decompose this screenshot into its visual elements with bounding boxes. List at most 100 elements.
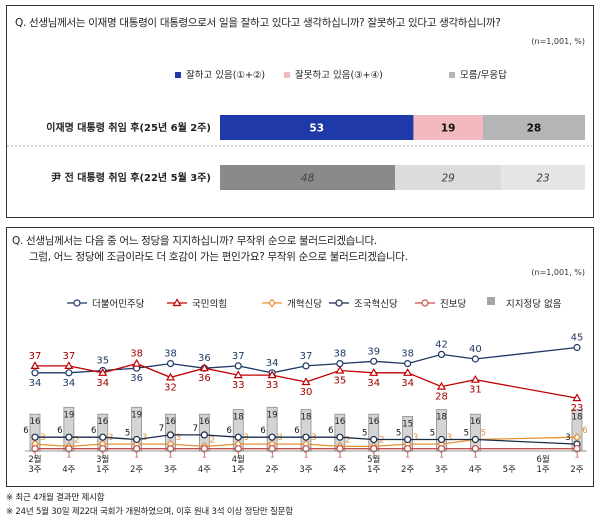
series-4-point-13 xyxy=(437,435,446,444)
x-tick-week-1: 3주 xyxy=(28,465,41,475)
series-2-label-13: 28 xyxy=(435,392,448,403)
series-4-label-5: 7 xyxy=(159,424,164,434)
series-1-label-7: 37 xyxy=(232,351,245,362)
series-2-point-10 xyxy=(335,365,345,374)
series-3-label-14: 5 xyxy=(481,429,486,439)
series-4-point-14 xyxy=(471,435,479,444)
series-2-point-14 xyxy=(470,375,480,383)
series-2-label-8: 33 xyxy=(266,380,279,391)
series-5-point-9 xyxy=(302,445,310,453)
series-1-point-7 xyxy=(234,362,242,370)
series-3-label-17: 6 xyxy=(582,426,587,436)
x-tick-week-11: 1주 xyxy=(367,465,380,475)
legend-label-1: 잘하고 있음(①+②) xyxy=(186,69,265,81)
series-4-point-3 xyxy=(99,433,107,441)
x-tick-week-14: 4주 xyxy=(469,465,482,475)
x-tick-month-11: 5월 xyxy=(367,454,380,465)
series-4-label-2: 6 xyxy=(57,426,62,436)
series-1-label-6: 36 xyxy=(198,353,211,364)
x-tick-week-6: 4주 xyxy=(198,465,211,475)
series-5-label-11: 1 xyxy=(371,451,376,460)
legend-marker-5 xyxy=(421,299,429,307)
x-tick-week-7: 1주 xyxy=(232,465,245,475)
bar-row1-seg3 xyxy=(482,115,585,140)
series-2-point-1 xyxy=(30,361,40,370)
series-5-label-6: 1 xyxy=(202,451,207,460)
series-4-label-7: 6 xyxy=(227,426,232,436)
x-tick-week-3: 1주 xyxy=(96,465,109,475)
series-5-point-13 xyxy=(437,445,446,453)
legend-label-3: 개혁신당 xyxy=(287,299,322,310)
series-4-label-13: 5 xyxy=(430,429,435,439)
series-2-label-9: 30 xyxy=(300,387,313,398)
series-3-label-9: 3 xyxy=(311,433,316,443)
series-5-label-9: 1 xyxy=(303,451,308,460)
series-5-point-3 xyxy=(99,445,107,453)
series-1-point-2 xyxy=(65,369,73,377)
series-2-label-17: 23 xyxy=(571,403,584,414)
series-1-label-9: 37 xyxy=(300,351,313,362)
legend-label-6: 지지정당 없음 xyxy=(506,298,562,310)
series-3-label-1: 3 xyxy=(40,433,45,443)
series-2-label-2: 37 xyxy=(63,351,76,362)
series-3-label-10: 2 xyxy=(345,435,350,445)
series-5-point-1 xyxy=(31,445,39,453)
series-1-label-12: 38 xyxy=(401,349,414,360)
series-5-point-2 xyxy=(65,445,73,453)
party-question-line2: 그럼, 어느 정당에 조금이라도 더 호감이 가는 편인가요? 무작위 순으로 … xyxy=(29,251,408,263)
legend-marker-3 xyxy=(268,298,276,308)
legend-label-2: 잘못하고 있음(③+④) xyxy=(295,69,383,81)
series-2-label-6: 36 xyxy=(198,373,211,384)
series-1-label-4: 36 xyxy=(130,373,143,384)
none-bar-label-7: 18 xyxy=(233,413,244,423)
series-4-point-12 xyxy=(404,435,412,444)
series-4-point-8 xyxy=(268,433,276,441)
series-4-label-4: 5 xyxy=(125,429,130,439)
x-tick-week-17: 2주 xyxy=(570,465,583,475)
series-4-point-6 xyxy=(200,431,208,439)
legend-swatch-3 xyxy=(449,72,455,78)
bar-value-row2-seg3: 23 xyxy=(536,173,549,185)
none-bar-label-9: 18 xyxy=(301,413,312,423)
category-label-1: 이재명 대통령 취임 후(25년 6월 2주) xyxy=(46,121,211,134)
footnote-1: ※ 최근 4개월 결과만 제시함 xyxy=(6,493,105,503)
series-2-label-10: 35 xyxy=(334,376,347,387)
series-1-label-13: 42 xyxy=(435,339,448,350)
series-3-label-13: 3 xyxy=(447,433,452,443)
series-4-label-9: 6 xyxy=(294,426,299,436)
series-5-label-14: 1 xyxy=(473,451,478,460)
series-1-point-12 xyxy=(404,359,412,368)
bar-row2-seg2 xyxy=(395,165,502,190)
none-bar-label-2: 19 xyxy=(63,410,74,420)
series-5-label-8: 1 xyxy=(270,451,275,460)
series-4-label-10: 6 xyxy=(328,426,333,436)
series-5-point-11 xyxy=(370,445,378,453)
legend-marker-1 xyxy=(73,299,81,307)
series-3-label-11: 2 xyxy=(379,435,384,445)
none-bar-label-6: 16 xyxy=(199,417,210,427)
party-support-panel: Q. 선생님께서는 다음 중 어느 정당을 지지하십니까? 무작위 순으로 불러… xyxy=(6,227,594,487)
legend-marker-4 xyxy=(335,299,343,307)
approval-question: Q. 선생님께서는 이재명 대통령이 대통령으로서 일을 잘하고 있다고 생각하… xyxy=(15,17,501,29)
series-5-label-17: 1 xyxy=(574,451,579,460)
series-2-point-11 xyxy=(369,368,379,376)
series-5-label-2: 1 xyxy=(66,451,71,460)
series-1-point-9 xyxy=(302,362,310,370)
series-5-label-4: 1 xyxy=(134,451,139,460)
series-3-label-12: 3 xyxy=(413,433,418,443)
legend-swatch-1 xyxy=(175,72,181,78)
approval-panel: Q. 선생님께서는 이재명 대통령이 대통령으로서 일을 잘하고 있다고 생각하… xyxy=(6,5,594,218)
legend-marker-6 xyxy=(487,297,495,305)
series-4-label-1: 6 xyxy=(23,426,28,436)
series-1-label-2: 34 xyxy=(63,378,76,389)
x-tick-week-16: 1주 xyxy=(537,465,550,475)
series-4-label-3: 6 xyxy=(91,426,96,436)
series-1-point-10 xyxy=(336,359,344,368)
series-5-point-6 xyxy=(200,445,208,453)
none-bar-label-12: 15 xyxy=(402,420,413,430)
series-2-label-14: 31 xyxy=(469,385,482,396)
series-2-label-5: 32 xyxy=(164,382,177,393)
legend-label-5: 진보당 xyxy=(440,299,466,310)
series-1-label-8: 34 xyxy=(266,358,279,369)
approval-sample-size: (n=1,001, %) xyxy=(531,37,585,46)
